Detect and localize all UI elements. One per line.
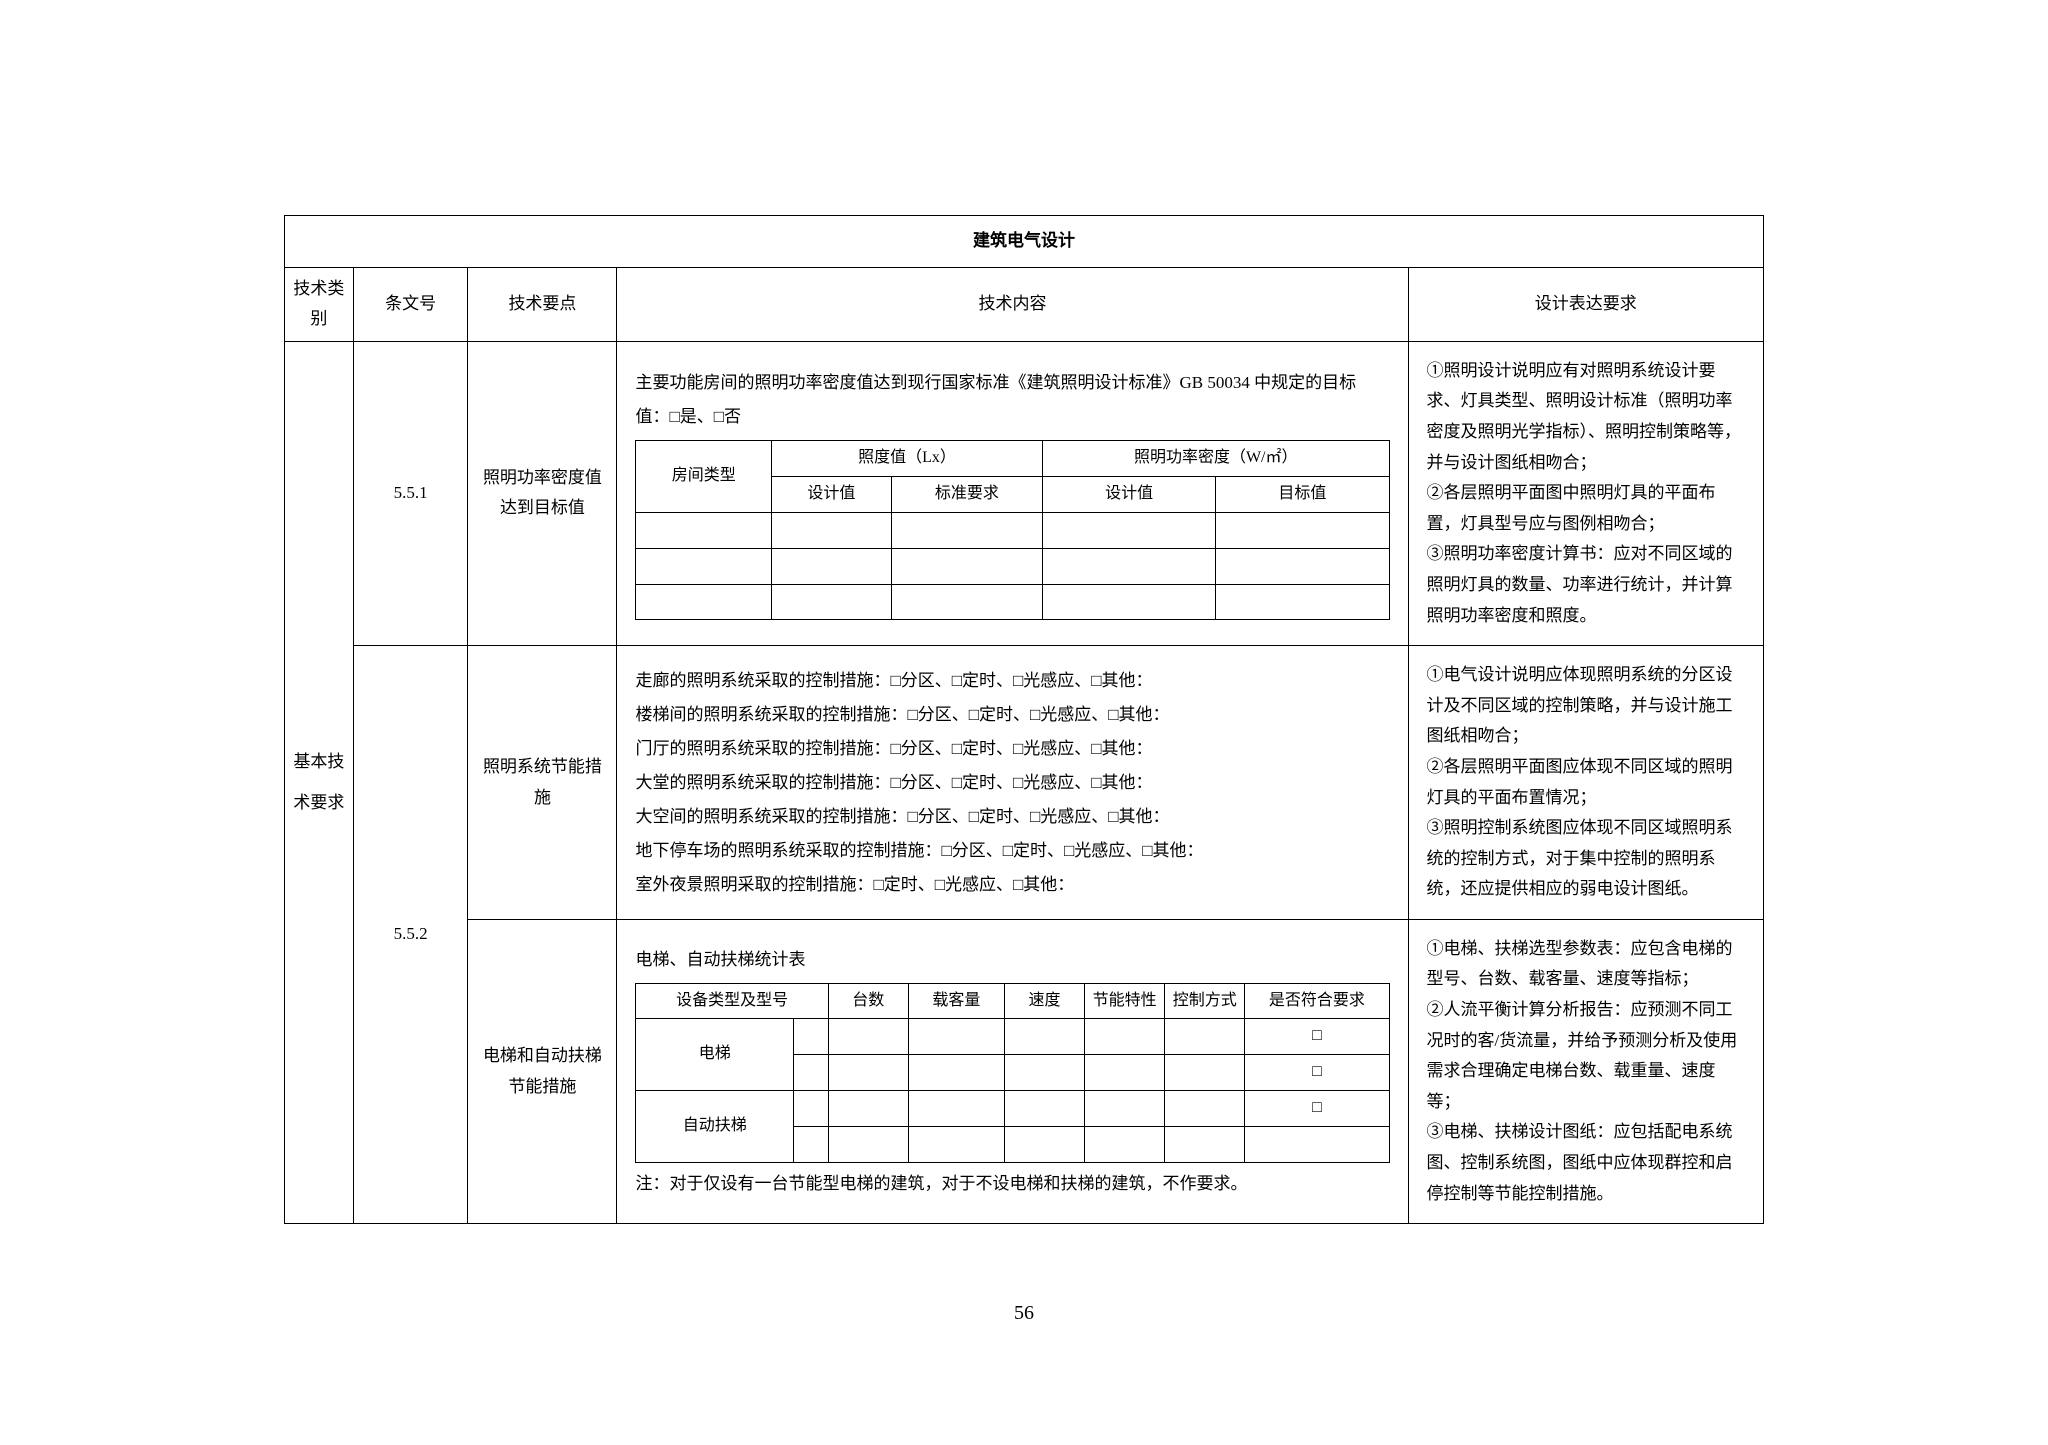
req-552b: ①电梯、扶梯选型参数表：应包含电梯的型号、台数、载客量、速度等指标； ②人流平衡… [1408,919,1763,1223]
point-552a: 照明系统节能措施 [468,646,617,920]
header-point: 技术要点 [468,267,617,341]
page-number: 56 [0,1302,2048,1325]
it551-sub4: 目标值 [1216,477,1389,513]
inner-table-551: 房间类型 照度值（Lx） 照明功率密度（W/㎡） 设计值 标准要求 设计值 目标… [635,440,1389,620]
it552b-c1: 设备类型及型号 [636,983,828,1019]
document-page: 建筑电气设计 技术类别 条文号 技术要点 技术内容 设计表达要求 基本技术要求 … [284,215,1764,1224]
checkbox-1: □ [1245,1019,1389,1055]
content-552a: 走廊的照明系统采取的控制措施：□分区、□定时、□光感应、□其他： 楼梯间的照明系… [617,646,1408,920]
header-category: 技术类别 [285,267,354,341]
content-551: 主要功能房间的照明功率密度值达到现行国家标准《建筑照明设计标准》GB 50034… [617,341,1408,645]
content-552b: 电梯、自动扶梯统计表 设备类型及型号 台数 载客量 速度 节能特性 控制方式 是… [617,919,1408,1223]
it551-sub1: 设计值 [772,477,892,513]
it552b-c5: 节能特性 [1085,983,1165,1019]
it552b-c2: 台数 [828,983,908,1019]
header-requirement: 设计表达要求 [1408,267,1763,341]
content-551-lead: 主要功能房间的照明功率密度值达到现行国家标准《建筑照明设计标准》GB 50034… [635,366,1389,434]
header-content: 技术内容 [617,267,1408,341]
req-551: ①照明设计说明应有对照明系统设计要求、灯具类型、照明设计标准（照明功率密度及照明… [1408,341,1763,645]
it552b-c3: 载客量 [908,983,1004,1019]
checkbox-2: □ [1245,1055,1389,1091]
it551-col2: 照度值（Lx） [772,441,1043,477]
clause-552: 5.5.2 [353,646,468,1224]
it552b-r1: 电梯 [636,1019,794,1091]
category-cell: 基本技术要求 [285,341,354,1223]
it552b-c7: 是否符合要求 [1245,983,1389,1019]
it551-col1: 房间类型 [636,441,772,513]
header-clause: 条文号 [353,267,468,341]
it552b-c4: 速度 [1004,983,1084,1019]
it551-col3: 照明功率密度（W/㎡） [1042,441,1389,477]
it552b-c6: 控制方式 [1165,983,1245,1019]
table-title: 建筑电气设计 [285,216,1764,268]
content-552b-note: 注：对于仅设有一台节能型电梯的建筑，对于不设电梯和扶梯的建筑，不作要求。 [635,1167,1389,1201]
it551-sub2: 标准要求 [891,477,1042,513]
point-551: 照明功率密度值达到目标值 [468,341,617,645]
inner-table-552b: 设备类型及型号 台数 载客量 速度 节能特性 控制方式 是否符合要求 电梯 □ [635,983,1389,1163]
clause-551: 5.5.1 [353,341,468,645]
checkbox-3: □ [1245,1090,1389,1126]
req-552a: ①电气设计说明应体现照明系统的分区设计及不同区域的控制策略，并与设计施工图纸相吻… [1408,646,1763,920]
content-552b-lead: 电梯、自动扶梯统计表 [635,943,1389,977]
point-552b: 电梯和自动扶梯节能措施 [468,919,617,1223]
main-table: 建筑电气设计 技术类别 条文号 技术要点 技术内容 设计表达要求 基本技术要求 … [284,215,1764,1224]
it551-sub3: 设计值 [1042,477,1215,513]
it552b-r2: 自动扶梯 [636,1090,794,1162]
